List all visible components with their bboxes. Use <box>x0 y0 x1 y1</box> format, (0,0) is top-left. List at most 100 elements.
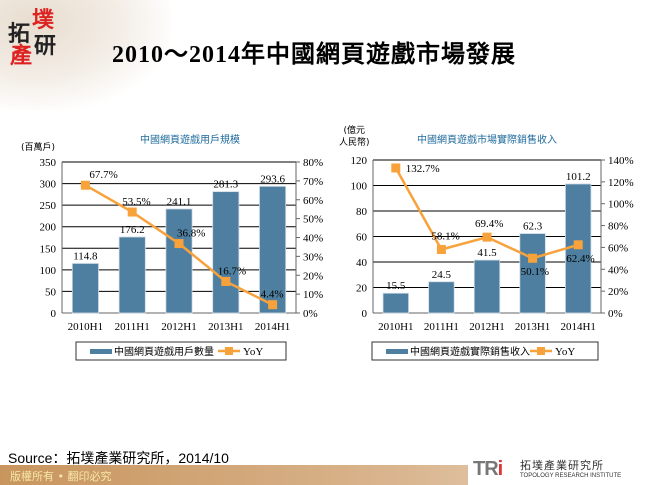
x-tick-label: 2012H1 <box>161 321 196 333</box>
page-title: 2010～2014年中國網頁遊戲市場發展 <box>112 42 516 68</box>
yoy-marker <box>174 239 184 249</box>
logo-char: 研 <box>34 34 57 59</box>
legend-swatch-marker <box>537 347 545 355</box>
y2-tick-label: 80% <box>608 221 628 233</box>
y2-tick-label: 40% <box>303 233 323 245</box>
y2-tick-label: 20% <box>608 286 628 298</box>
y2-tick-label: 50% <box>303 214 323 226</box>
yoy-marker <box>391 163 401 173</box>
tri-name-cn: 拓墣產業研究所 <box>520 459 604 472</box>
bar <box>473 259 501 314</box>
legend-swatch-marker <box>225 347 233 355</box>
yoy-marker <box>221 276 231 286</box>
yoy-data-label: 67.7% <box>89 169 117 181</box>
x-tick-label: 2014H1 <box>255 321 290 333</box>
y2-tick-label: 0% <box>303 308 318 320</box>
y-tick-label: 60 <box>356 232 368 244</box>
tri-name-en: TOPOLOGY RESEARCH INSTITUTE <box>520 473 622 479</box>
y-tick-label: 200 <box>40 222 57 234</box>
y-tick-label: 80 <box>356 206 368 218</box>
y-tick-label: 50 <box>45 286 57 298</box>
bar <box>519 233 546 314</box>
y2-tick-label: 20% <box>303 270 323 282</box>
y-tick-label: 300 <box>40 179 57 191</box>
yoy-data-label: 53.5% <box>122 196 150 208</box>
y2-tick-label: 140% <box>608 155 634 167</box>
bar-data-label: 114.8 <box>73 250 98 262</box>
bar-data-label: 41.5 <box>477 247 497 259</box>
chart-title: 中國網頁遊戲市場實際銷售收入 <box>417 133 557 146</box>
bar <box>259 185 287 314</box>
legend-label-bar: 中國網頁遊戲用戶數量 <box>114 345 214 358</box>
legend-label-bar: 中國網頁遊戲實際銷售收入 <box>410 345 530 358</box>
y-tick-label: 100 <box>351 181 368 193</box>
company-logo: 拓 墣 產 研 <box>8 8 60 69</box>
y2-tick-label: 70% <box>303 176 323 188</box>
yoy-marker <box>80 180 90 190</box>
bar-data-label: 24.5 <box>432 269 452 281</box>
x-tick-label: 2013H1 <box>208 321 243 333</box>
yoy-marker <box>573 240 583 250</box>
y-tick-label: 0 <box>51 308 57 320</box>
logo-char: 產 <box>10 44 33 69</box>
y2-tick-label: 80% <box>303 157 323 169</box>
legend-label-line: YoY <box>243 346 263 358</box>
y2-tick-label: 100% <box>608 199 634 211</box>
yoy-marker <box>127 207 137 217</box>
x-tick-label: 2010H1 <box>68 321 103 333</box>
bar <box>71 263 99 314</box>
y-tick-label: 120 <box>351 155 368 167</box>
bar-data-label: 101.2 <box>566 171 591 183</box>
bar <box>382 292 409 314</box>
yoy-marker <box>528 253 538 263</box>
y-tick-label: 20 <box>356 283 368 295</box>
tri-mark: TRi <box>473 458 503 480</box>
yoy-data-label: 132.7% <box>406 163 440 175</box>
legend-box <box>75 341 287 361</box>
legend-label-line: YoY <box>555 346 575 358</box>
legend-swatch-bar <box>386 349 408 354</box>
y-tick-label: 40 <box>356 257 368 269</box>
x-tick-label: 2011H1 <box>424 321 459 333</box>
y2-tick-label: 60% <box>303 195 323 207</box>
bar <box>118 236 146 314</box>
y-tick-label: 150 <box>40 243 57 255</box>
y2-tick-label: 120% <box>608 177 634 189</box>
yoy-marker <box>482 232 492 242</box>
logo-char: 墣 <box>32 8 55 33</box>
y2-tick-label: 40% <box>608 264 628 276</box>
y-tick-label: 0 <box>362 308 368 320</box>
background-decoration <box>0 0 170 110</box>
bar-data-label: 62.3 <box>523 221 543 233</box>
y2-tick-label: 0% <box>608 308 623 320</box>
y-tick-label: 350 <box>40 157 57 169</box>
yoy-data-label: 4.4% <box>261 289 284 301</box>
bar <box>165 208 193 314</box>
bar-data-label: 281.3 <box>213 179 238 191</box>
legend-swatch-bar <box>90 349 112 354</box>
yoy-data-label: 62.4% <box>566 253 594 265</box>
yoy-data-label: 58.1% <box>431 231 459 243</box>
bar-data-label: 293.6 <box>260 173 285 185</box>
bar-data-label: 241.1 <box>167 196 192 208</box>
yoy-marker <box>436 245 446 255</box>
y2-tick-label: 30% <box>303 251 323 263</box>
yoy-data-label: 36.8% <box>177 228 205 240</box>
tri-logo: TRi 拓墣產業研究所 TOPOLOGY RESEARCH INSTITUTE <box>468 455 650 485</box>
yoy-data-label: 50.1% <box>521 266 549 278</box>
legend-box <box>371 341 599 361</box>
yoy-data-label: 16.7% <box>218 265 246 277</box>
x-tick-label: 2013H1 <box>515 321 550 333</box>
yoy-data-label: 69.4% <box>475 218 503 230</box>
logo-char: 拓 <box>8 22 31 47</box>
bar-data-label: 15.5 <box>386 280 406 292</box>
bar <box>428 281 455 314</box>
yoy-marker <box>268 300 278 310</box>
y2-tick-label: 10% <box>303 289 323 301</box>
x-tick-label: 2012H1 <box>469 321 504 333</box>
bar <box>212 191 240 314</box>
x-tick-label: 2010H1 <box>378 321 413 333</box>
chart-title: 中國網頁遊戲用戶規模 <box>140 133 240 146</box>
